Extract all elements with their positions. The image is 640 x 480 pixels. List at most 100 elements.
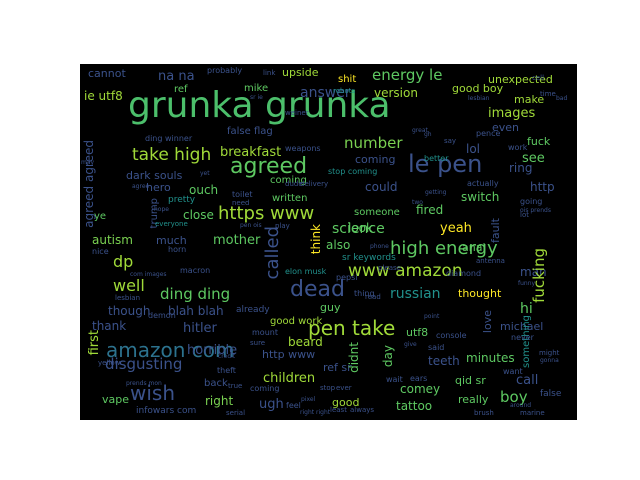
cloud-word: really	[458, 393, 489, 406]
cloud-word: well	[113, 276, 145, 295]
cloud-word: right right	[300, 409, 331, 416]
cloud-word: point	[424, 313, 440, 320]
cloud-word: prends mon	[126, 380, 162, 387]
cloud-word: though	[108, 304, 151, 318]
cloud-word: good	[332, 396, 360, 409]
cloud-word: fuck	[527, 135, 551, 148]
cloud-word: play	[275, 222, 290, 230]
cloud-word: disgusting	[105, 355, 183, 373]
cloud-word: time	[540, 90, 556, 98]
cloud-word: true	[228, 382, 243, 390]
cloud-word: dude	[285, 180, 303, 188]
cloud-word: fired	[416, 203, 444, 217]
cloud-word: utf8	[406, 326, 429, 339]
cloud-word: much	[156, 234, 187, 247]
cloud-word: mount	[252, 328, 278, 337]
cloud-word: fault	[489, 218, 502, 243]
cloud-word: version	[374, 86, 418, 100]
cloud-word: pen take	[308, 316, 396, 340]
cloud-word: stop coming	[328, 167, 378, 176]
cloud-word: first	[87, 330, 102, 356]
cloud-word: good work	[270, 316, 323, 327]
cloud-word: ding winner	[145, 134, 193, 143]
cloud-word: antenna	[476, 257, 505, 265]
cloud-word: phone	[370, 243, 389, 250]
cloud-word: even	[492, 121, 520, 134]
cloud-word: demon	[148, 311, 176, 320]
cloud-word: teeth	[428, 354, 460, 368]
cloud-word: false	[540, 389, 562, 399]
cloud-word: energy le	[372, 66, 443, 84]
cloud-word: day	[381, 345, 395, 368]
cloud-word: michael	[500, 320, 544, 333]
cloud-word: sr ie	[250, 94, 263, 101]
cloud-word: ring	[509, 161, 533, 175]
cloud-word: give	[404, 341, 417, 348]
cloud-word: pen ois	[240, 222, 262, 229]
cloud-word: called	[262, 226, 283, 280]
cloud-word: work	[508, 143, 528, 152]
cloud-word: science	[332, 221, 385, 237]
cloud-word: console	[436, 331, 467, 340]
cloud-word: good boy	[452, 82, 504, 95]
cloud-word: weiner	[285, 109, 309, 117]
cloud-word: coming	[355, 153, 396, 166]
cloud-word: macron	[180, 266, 211, 275]
cloud-word: think	[309, 224, 323, 255]
cloud-word: lot	[520, 211, 529, 219]
cloud-word: man	[520, 265, 547, 279]
cloud-word: number	[344, 134, 403, 152]
cloud-word: someone	[354, 207, 400, 218]
cloud-word: ever	[336, 384, 352, 392]
cloud-word: better	[424, 154, 449, 163]
cloud-word: tattoo	[396, 399, 433, 413]
cloud-word: ref sr	[323, 361, 352, 374]
cloud-word: infowars com	[136, 406, 197, 416]
cloud-word: elon musk	[285, 267, 327, 276]
cloud-word: ye	[94, 211, 107, 222]
cloud-word: vape	[102, 393, 130, 406]
cloud-word: going	[520, 197, 543, 206]
cloud-word: ie utf8	[84, 89, 123, 103]
cloud-word: guy	[320, 301, 341, 314]
cloud-word: amazon com	[106, 338, 235, 362]
cloud-word: great	[412, 127, 428, 134]
cloud-word: breakfast	[220, 145, 282, 160]
cloud-word: written	[272, 193, 308, 204]
cloud-word: lesbian	[115, 294, 141, 302]
cloud-word: bad	[556, 95, 568, 102]
cloud-word: ois prends	[520, 207, 551, 214]
cloud-word: ugh	[259, 397, 284, 412]
cloud-word: com images	[130, 271, 167, 278]
cloud-word: please	[378, 264, 401, 272]
cloud-word: dead	[290, 277, 345, 302]
cloud-word: pepsi	[336, 273, 358, 282]
cloud-word: gh	[424, 131, 432, 138]
cloud-word: want	[503, 367, 523, 376]
cloud-word: funny	[518, 280, 536, 287]
cloud-word: hitler	[183, 321, 217, 336]
cloud-word: toilet	[232, 190, 253, 199]
cloud-word: russian	[390, 286, 441, 302]
cloud-word: weapons	[285, 144, 321, 153]
cloud-word: didnt	[347, 342, 361, 373]
cloud-word: make	[514, 93, 545, 106]
cloud-word: might	[539, 349, 560, 357]
cloud-word: said	[428, 343, 445, 352]
cloud-word: agree	[132, 183, 150, 190]
cloud-word: sr keywords	[342, 253, 396, 263]
cloud-word: beard	[288, 335, 323, 349]
cloud-word: pixel	[301, 396, 316, 403]
cloud-word: pence	[476, 129, 501, 138]
cloud-word: ding ding	[160, 285, 231, 303]
cloud-word: images	[488, 106, 536, 121]
cloud-word: diamond	[446, 269, 482, 278]
cloud-word: could	[365, 180, 398, 194]
cloud-word: comey	[400, 382, 441, 396]
cloud-word: high energy	[390, 238, 498, 259]
cloud-word: also	[326, 238, 351, 252]
cloud-word: probably	[207, 66, 243, 75]
cloud-word: false flag	[227, 126, 273, 137]
cloud-word: around	[510, 402, 532, 409]
cloud-word: anal	[462, 241, 486, 254]
